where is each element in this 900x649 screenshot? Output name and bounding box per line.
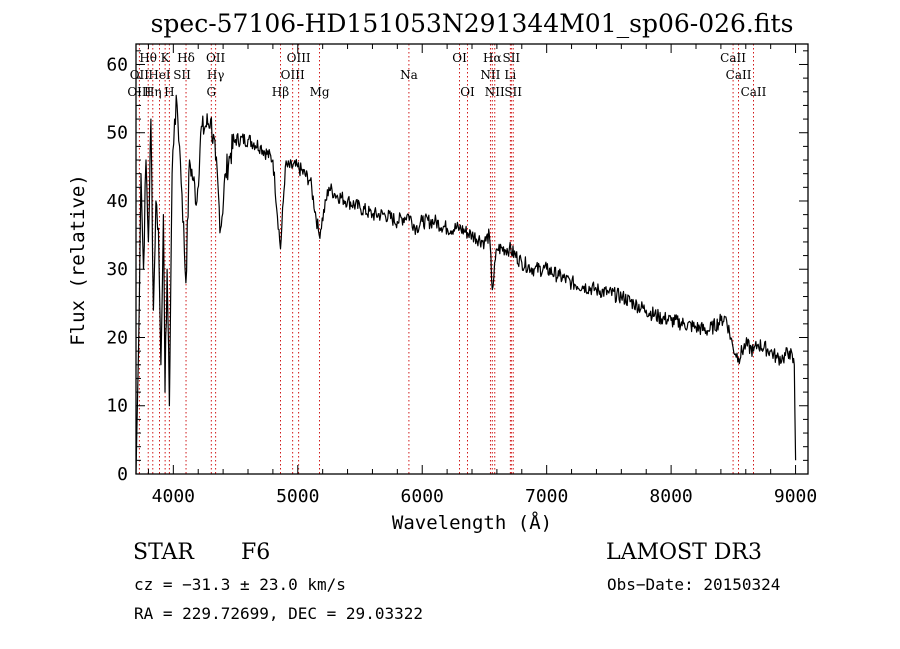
x-tick-label: 5000 [276,486,319,507]
line-label: Mg [310,85,330,99]
coordinates-readout: RA = 229.72699, DEC = 29.03322 [134,604,423,623]
line-label: K [161,51,171,65]
line-label: SII [502,51,520,65]
y-tick-label: 40 [106,191,128,212]
line-label: OIII [287,51,311,65]
line-label: Hθ [139,51,157,65]
y-tick-label: 10 [106,396,128,417]
x-axis-label: Wavelength (Å) [392,511,552,534]
y-tick-label: 50 [106,123,128,144]
y-tick-label: 30 [106,259,128,280]
y-axis-label: Flux (relative) [67,174,89,346]
line-label: Hδ [177,51,195,65]
line-label: Na [400,68,418,82]
line-label: SII [173,68,191,82]
line-label: CaII [726,68,752,82]
line-label: OIII [281,68,305,82]
y-tick-label: 0 [117,464,128,485]
y-tick-label: 20 [106,327,128,348]
object-class: STAR [133,540,195,565]
line-label: CaII [720,51,746,65]
line-label: Hη [144,85,162,99]
x-tick-label: 6000 [401,486,444,507]
line-label: Li [504,68,516,82]
line-label: OII [130,68,150,82]
survey-name: LAMOST DR3 [606,540,762,565]
line-label: SII [504,85,522,99]
line-label: NII [480,68,500,82]
line-label: OII [206,51,226,65]
line-label: H [164,85,174,99]
line-label: OI [460,85,475,99]
redshift-readout: cz = −31.3 ± 23.0 km/s [134,575,346,594]
line-label: HeI [148,68,171,82]
object-subclass: F6 [241,540,270,565]
x-tick-label: 9000 [774,486,817,507]
y-axis-ticks: 0 10 20 30 40 50 60 [106,50,808,485]
x-tick-label: 4000 [152,486,195,507]
line-label: NII [485,85,505,99]
y-tick-label: 60 [106,54,128,75]
spectrum-line [135,94,797,475]
line-label: OI [452,51,467,65]
line-label: G [206,85,216,99]
line-label: Hβ [272,85,289,99]
chart-title: spec-57106-HD151053N291344M01_sp06-026.f… [151,9,794,38]
line-label: Hα [483,51,502,65]
observation-date: Obs−Date: 20150324 [607,575,780,594]
line-label: CaII [741,85,767,99]
x-tick-label: 7000 [525,486,568,507]
x-tick-label: 8000 [649,486,692,507]
line-label: Hγ [207,68,225,82]
x-axis-ticks: 4000 5000 6000 7000 8000 9000 [147,44,817,507]
